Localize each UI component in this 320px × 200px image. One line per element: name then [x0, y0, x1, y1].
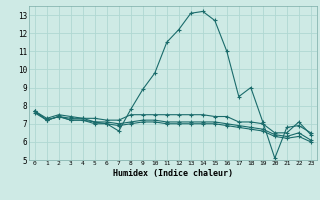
X-axis label: Humidex (Indice chaleur): Humidex (Indice chaleur) — [113, 169, 233, 178]
